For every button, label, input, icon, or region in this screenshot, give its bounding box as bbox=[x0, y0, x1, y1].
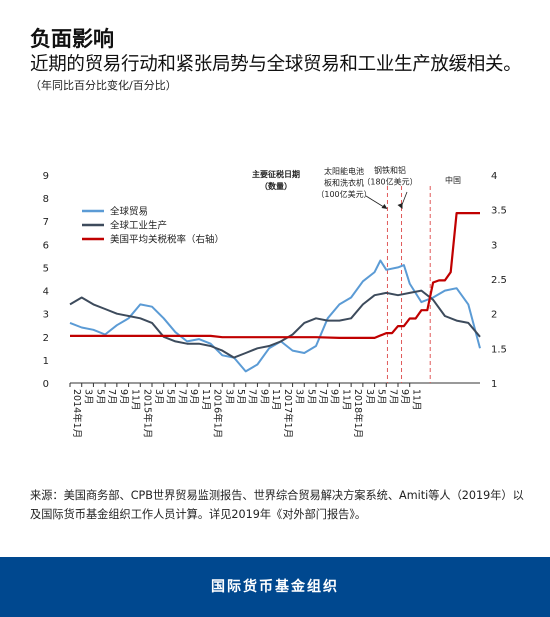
x-tick-label: 7月 bbox=[106, 389, 117, 405]
y-left-tick-label: 4 bbox=[43, 287, 49, 298]
organization-name: 国际货币基金组织 bbox=[211, 579, 339, 595]
footer-banner: 国际货币基金组织 bbox=[0, 557, 550, 617]
x-tick-label: 11月 bbox=[411, 389, 422, 411]
x-tick-label: 9月 bbox=[118, 389, 129, 405]
y-left-tick-label: 5 bbox=[43, 263, 49, 274]
x-tick-label: 5月 bbox=[165, 389, 176, 405]
series-line-3 bbox=[70, 211, 480, 339]
x-tick-label: 3月 bbox=[223, 389, 234, 405]
y-right-tick-label: 3.5 bbox=[491, 206, 507, 217]
annotation-header-line-1: 主要征税日期 bbox=[252, 169, 300, 179]
x-tick-label: 9月 bbox=[188, 389, 199, 405]
chart-subtitle: 近期的贸易行动和紧张局势与全球贸易和工业生产放缓相关。 bbox=[30, 54, 522, 75]
event-arrowhead-solar bbox=[381, 204, 388, 209]
x-tick-label: 11月 bbox=[340, 389, 351, 411]
event-arrowhead-steel bbox=[397, 203, 403, 209]
y-left-tick-label: 3 bbox=[43, 310, 49, 321]
y-left-tick-label: 6 bbox=[43, 240, 49, 251]
x-tick-label: 7月 bbox=[387, 389, 398, 405]
x-tick-label: 7月 bbox=[176, 389, 187, 405]
chart-unit-label: （年同比百分比变化/百分比） bbox=[30, 79, 177, 92]
event-label-china: 中国 bbox=[445, 175, 461, 185]
x-tick-label: 5月 bbox=[305, 389, 316, 405]
x-tick-label: 5月 bbox=[235, 389, 246, 405]
x-tick-label: 3月 bbox=[364, 389, 375, 405]
event-label-steel-line-1: 钢铁和铝 bbox=[374, 165, 406, 175]
x-tick-label: 3月 bbox=[83, 389, 94, 405]
legend-label: 美国平均关税税率（右轴） bbox=[110, 234, 224, 246]
chart-header: 负面影响 近期的贸易行动和紧张局势与全球贸易和工业生产放缓相关。 （年同比百分比… bbox=[30, 26, 530, 93]
x-tick-label: 2015年1月 bbox=[141, 389, 153, 438]
y-right-tick-label: 2 bbox=[491, 310, 497, 321]
x-tick-label: 5月 bbox=[376, 389, 387, 405]
y-right-tick-label: 3 bbox=[491, 240, 497, 251]
y-left-tick-label: 0 bbox=[43, 379, 49, 390]
y-left-tick-label: 2 bbox=[43, 333, 49, 344]
event-label-solar-line-3: （100亿美元） bbox=[316, 189, 371, 199]
x-tick-label: 9月 bbox=[329, 389, 340, 405]
series-line-2 bbox=[69, 289, 481, 359]
y-left-tick-label: 9 bbox=[43, 171, 49, 182]
event-label-steel-line-2: （180亿美元） bbox=[362, 177, 417, 187]
y-left-tick-label: 7 bbox=[43, 217, 49, 228]
y-right-tick-label: 1.5 bbox=[491, 344, 507, 355]
event-arrow-solar bbox=[365, 195, 386, 209]
x-tick-label: 2016年1月 bbox=[212, 389, 224, 438]
x-tick-label: 2018年1月 bbox=[352, 389, 364, 438]
x-tick-label: 9月 bbox=[399, 389, 410, 405]
event-label-solar-line-2: 板和洗衣机 bbox=[324, 178, 364, 188]
x-tick-label: 5月 bbox=[94, 389, 105, 405]
legend-label: 全球贸易 bbox=[110, 206, 148, 218]
x-tick-label: 11月 bbox=[130, 389, 141, 411]
x-tick-label: 11月 bbox=[200, 389, 211, 411]
x-tick-label: 7月 bbox=[247, 389, 258, 405]
y-right-tick-label: 4 bbox=[491, 171, 497, 182]
x-tick-label: 7月 bbox=[317, 389, 328, 405]
x-tick-label: 3月 bbox=[153, 389, 164, 405]
event-label-solar-line-1: 太阳能电池 bbox=[324, 166, 364, 176]
series-line-1 bbox=[69, 259, 481, 373]
legend-label: 全球工业生产 bbox=[110, 220, 167, 232]
chart-title: 负面影响 bbox=[30, 27, 114, 51]
x-tick-label: 3月 bbox=[294, 389, 305, 405]
y-left-tick-label: 1 bbox=[43, 356, 49, 367]
annotation-header-line-2: （数量） bbox=[260, 181, 292, 191]
source-note: 来源：美国商务部、CPB世界贸易监测报告、世界综合贸易解决方案系统、Amiti等… bbox=[30, 489, 524, 521]
x-tick-label: 2014年1月 bbox=[71, 389, 83, 438]
y-left-tick-label: 8 bbox=[43, 194, 49, 205]
y-right-tick-label: 2.5 bbox=[491, 275, 507, 286]
x-tick-label: 11月 bbox=[270, 389, 281, 411]
x-tick-label: 2017年1月 bbox=[282, 389, 294, 438]
y-right-tick-label: 1 bbox=[491, 379, 497, 390]
x-tick-label: 9月 bbox=[258, 389, 269, 405]
